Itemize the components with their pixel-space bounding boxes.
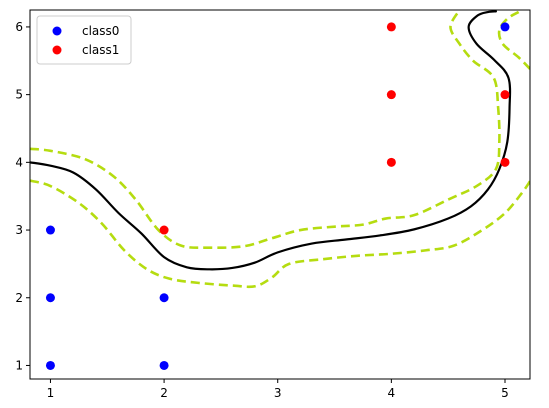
point-class1 xyxy=(500,157,510,167)
legend-marker-class0 xyxy=(52,26,62,36)
data-points xyxy=(45,22,510,370)
x-tick-label: 1 xyxy=(47,386,55,400)
legend: class0 class1 xyxy=(36,15,132,65)
legend-label-class1: class1 xyxy=(82,43,119,57)
margin-lower-line xyxy=(30,179,530,289)
x-tick-label: 5 xyxy=(501,386,509,400)
point-class0 xyxy=(45,225,55,235)
point-class0 xyxy=(45,360,55,370)
y-tick-label: 3 xyxy=(15,223,23,237)
y-tick-label: 2 xyxy=(15,291,23,305)
point-class1 xyxy=(386,90,396,100)
decision-boundary-line xyxy=(30,10,512,271)
margin-upper-right-line xyxy=(497,10,530,70)
y-tick-label: 4 xyxy=(15,155,23,169)
point-class0 xyxy=(45,293,55,303)
boundary-curves xyxy=(30,10,530,289)
y-tick-label: 1 xyxy=(15,358,23,372)
x-tick-label: 3 xyxy=(274,386,282,400)
point-class0 xyxy=(159,293,169,303)
plot-frame xyxy=(29,9,531,380)
legend-marker-class1 xyxy=(52,45,62,55)
x-axis: 1 2 3 4 5 xyxy=(47,379,509,400)
point-class0 xyxy=(159,360,169,370)
point-class0 xyxy=(500,22,510,32)
legend-label-class0: class0 xyxy=(82,24,119,38)
point-class1 xyxy=(386,157,396,167)
point-class1 xyxy=(500,90,510,100)
x-tick-label: 2 xyxy=(160,386,168,400)
y-axis: 1 2 3 4 5 6 xyxy=(15,20,30,372)
point-class1 xyxy=(386,22,396,32)
y-tick-label: 6 xyxy=(15,20,23,34)
x-tick-label: 4 xyxy=(388,386,396,400)
y-tick-label: 5 xyxy=(15,88,23,102)
margin-upper-line xyxy=(30,10,501,250)
point-class1 xyxy=(159,225,169,235)
